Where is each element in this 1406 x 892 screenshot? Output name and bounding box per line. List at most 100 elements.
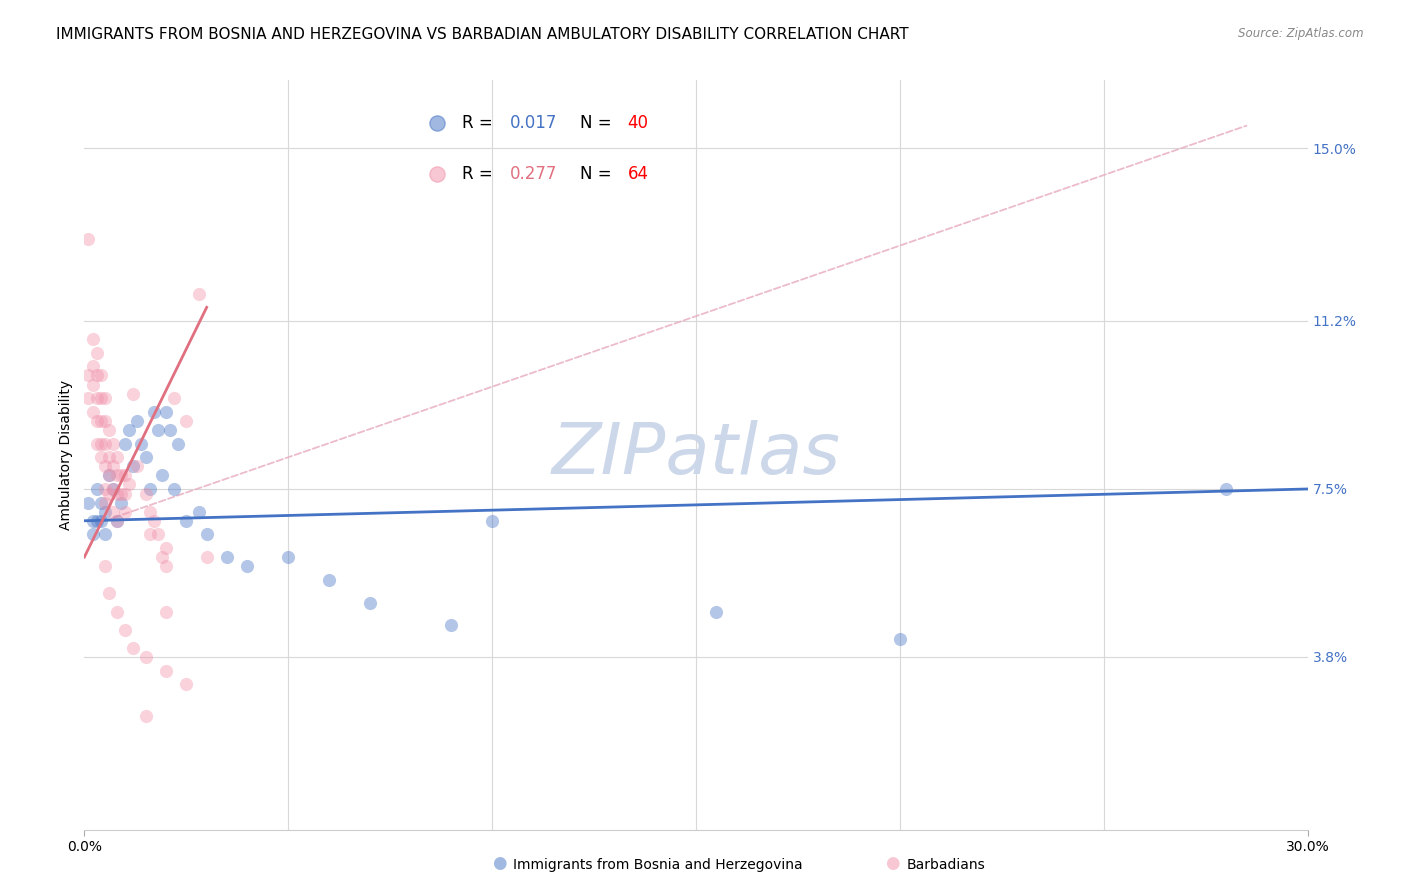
Point — [93, 495, 115, 509]
Point — [131, 436, 153, 450]
Point — [110, 468, 132, 483]
Point — [1215, 482, 1237, 496]
Point — [122, 640, 145, 655]
Point — [93, 459, 115, 474]
Point — [90, 368, 112, 383]
Point — [114, 468, 136, 483]
Point — [142, 514, 165, 528]
Point — [359, 595, 381, 609]
Point — [77, 391, 100, 405]
Point — [318, 573, 340, 587]
Point — [93, 436, 115, 450]
Point — [93, 527, 115, 541]
Point — [142, 405, 165, 419]
Point — [114, 623, 136, 637]
Point — [90, 450, 112, 465]
Point — [155, 664, 177, 678]
Point — [167, 436, 190, 450]
Point — [101, 482, 124, 496]
Point — [440, 618, 463, 632]
Point — [90, 391, 112, 405]
Point — [97, 423, 120, 437]
Point — [86, 482, 108, 496]
Point — [97, 586, 120, 600]
Point — [101, 436, 124, 450]
Point — [155, 559, 177, 574]
Point — [236, 559, 259, 574]
Point — [114, 436, 136, 450]
Point — [82, 359, 104, 374]
Point — [155, 605, 177, 619]
Point — [105, 486, 128, 500]
Point — [105, 514, 128, 528]
Point — [146, 527, 169, 541]
Point — [150, 468, 173, 483]
Point — [217, 550, 239, 565]
Point — [105, 514, 128, 528]
Point — [82, 332, 104, 346]
Point — [82, 377, 104, 392]
Point — [114, 486, 136, 500]
Point — [77, 495, 100, 509]
Point — [138, 505, 160, 519]
Point — [93, 391, 115, 405]
Text: ZIPatlas: ZIPatlas — [551, 420, 841, 490]
Point — [110, 486, 132, 500]
Point — [138, 527, 160, 541]
Point — [101, 482, 124, 496]
Text: Barbadians: Barbadians — [907, 858, 986, 872]
Point — [105, 605, 128, 619]
Text: ●: ● — [492, 855, 506, 872]
Point — [174, 677, 197, 691]
Point — [97, 486, 120, 500]
Point — [127, 414, 149, 428]
Point — [82, 514, 104, 528]
Point — [93, 559, 115, 574]
Point — [93, 505, 115, 519]
Point — [101, 505, 124, 519]
Point — [77, 368, 100, 383]
Point — [122, 459, 145, 474]
Point — [86, 514, 108, 528]
Point — [90, 514, 112, 528]
Point — [97, 468, 120, 483]
Point — [114, 505, 136, 519]
Point — [118, 477, 141, 491]
Point — [118, 423, 141, 437]
Point — [90, 414, 112, 428]
Point — [146, 423, 169, 437]
Point — [195, 550, 218, 565]
Point — [163, 391, 186, 405]
Point — [90, 436, 112, 450]
Text: IMMIGRANTS FROM BOSNIA AND HERZEGOVINA VS BARBADIAN AMBULATORY DISABILITY CORREL: IMMIGRANTS FROM BOSNIA AND HERZEGOVINA V… — [56, 27, 908, 42]
Y-axis label: Ambulatory Disability: Ambulatory Disability — [59, 380, 73, 530]
Point — [135, 486, 157, 500]
Point — [86, 345, 108, 359]
Point — [187, 505, 209, 519]
Point — [706, 605, 728, 619]
Point — [97, 450, 120, 465]
Point — [86, 391, 108, 405]
Point — [187, 286, 209, 301]
Point — [82, 405, 104, 419]
Point — [889, 632, 911, 646]
Point — [105, 450, 128, 465]
Point — [163, 482, 186, 496]
Point — [481, 514, 503, 528]
Point — [155, 541, 177, 555]
Point — [86, 368, 108, 383]
Point — [135, 450, 157, 465]
Point — [86, 414, 108, 428]
Point — [122, 386, 145, 401]
Point — [97, 468, 120, 483]
Point — [86, 436, 108, 450]
Point — [195, 527, 218, 541]
Point — [138, 482, 160, 496]
Text: Source: ZipAtlas.com: Source: ZipAtlas.com — [1239, 27, 1364, 40]
Point — [101, 459, 124, 474]
Text: ●: ● — [886, 855, 900, 872]
Point — [174, 414, 197, 428]
Point — [150, 550, 173, 565]
Point — [93, 482, 115, 496]
Point — [110, 495, 132, 509]
